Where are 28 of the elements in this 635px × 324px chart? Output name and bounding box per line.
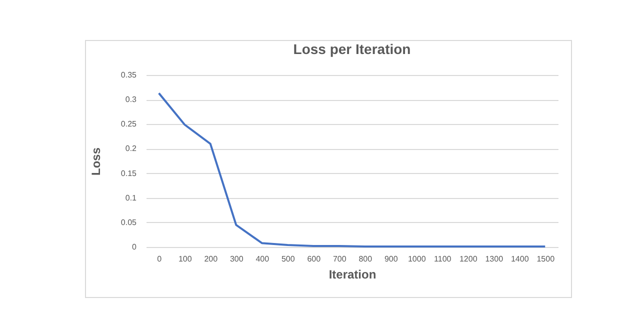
y-tick-label: 0 bbox=[132, 242, 138, 252]
x-tick-label: 800 bbox=[358, 254, 373, 264]
x-tick-label: 0 bbox=[157, 254, 162, 264]
chart-title: Loss per Iteration bbox=[293, 41, 411, 57]
x-tick-label: 1100 bbox=[434, 254, 452, 264]
x-tick-label: 1200 bbox=[459, 254, 478, 264]
y-tick-label: 0.1 bbox=[125, 193, 138, 202]
y-tick-label: 0.05 bbox=[120, 218, 138, 227]
y-tick-label: 0.25 bbox=[120, 120, 138, 129]
line-series bbox=[158, 92, 546, 248]
y-axis-title: Loss bbox=[88, 147, 103, 176]
y-tick-label: 0.35 bbox=[120, 70, 138, 80]
x-tick-label: 600 bbox=[307, 254, 322, 264]
y-tick-label: 0.3 bbox=[125, 95, 138, 104]
x-tick-label: 1500 bbox=[536, 254, 556, 264]
x-tick-label: 100 bbox=[178, 254, 192, 264]
x-tick-label: 300 bbox=[230, 254, 244, 264]
x-tick-label: 700 bbox=[332, 254, 347, 264]
x-tick-label: 1400 bbox=[510, 254, 530, 264]
x-tick-label: 1300 bbox=[485, 254, 504, 264]
x-tick-label: 200 bbox=[204, 254, 218, 264]
y-tick-label: 0.2 bbox=[125, 144, 138, 154]
y-tick-label: 0.15 bbox=[120, 168, 138, 178]
x-axis-title: Iteration bbox=[328, 268, 376, 282]
x-tick-label: 500 bbox=[281, 254, 296, 264]
x-tick-label: 900 bbox=[384, 254, 398, 264]
x-tick-label: 400 bbox=[256, 254, 270, 264]
x-tick-label: 1000 bbox=[408, 254, 426, 264]
